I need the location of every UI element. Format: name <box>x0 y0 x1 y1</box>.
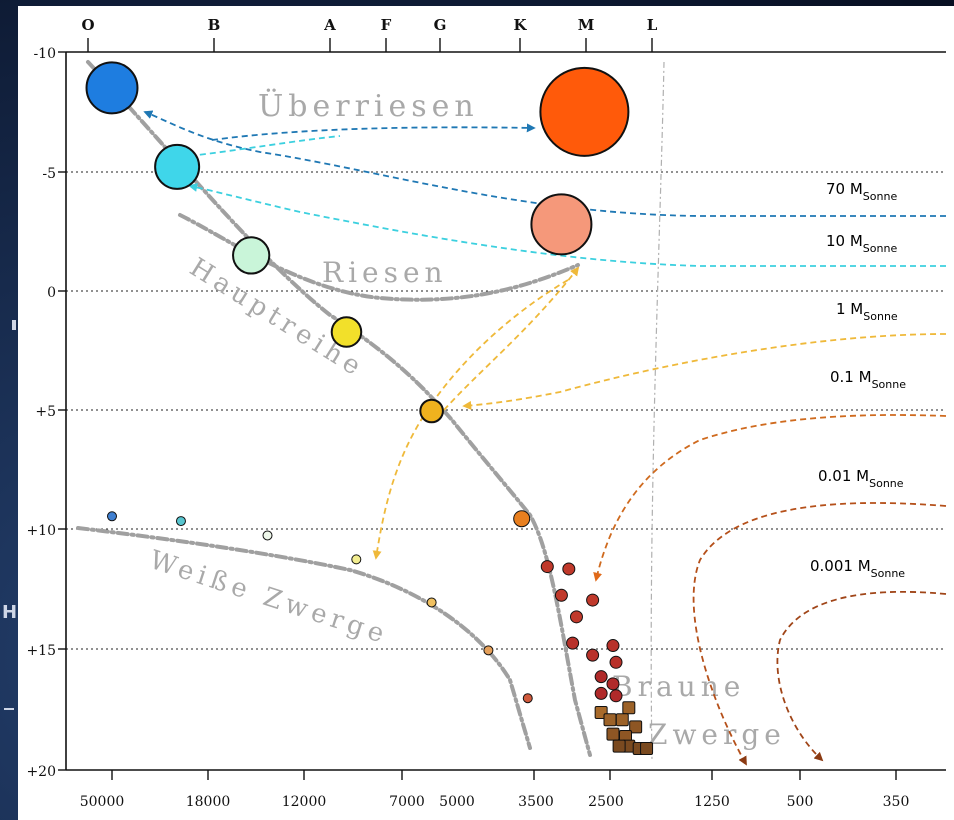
star-point <box>108 512 117 521</box>
region-label-brown-dwarfs-1: Braune <box>612 670 745 703</box>
mass-label-1-sub: Sonne <box>863 310 898 323</box>
x-tick-label: 3500 <box>518 794 554 810</box>
star-point <box>352 555 361 564</box>
star-point <box>613 740 625 752</box>
star-point <box>87 62 138 113</box>
y-tick-label: +15 <box>26 643 56 659</box>
class-label-b: B <box>208 16 221 34</box>
star-point <box>623 702 635 714</box>
y-tick-label: +20 <box>26 764 56 780</box>
mass-label-70-sub: Sonne <box>863 190 898 203</box>
star-point <box>523 694 532 703</box>
class-label-k: K <box>513 16 527 34</box>
star-point <box>332 317 362 347</box>
x-tick-label: 7000 <box>389 794 425 810</box>
star-point <box>176 517 185 526</box>
star-point <box>540 68 628 156</box>
x-tick-label: 18000 <box>186 794 231 810</box>
mass-label-10-sub: Sonne <box>863 242 898 255</box>
star-point <box>263 531 272 540</box>
region-label-supergiants: Überriesen <box>258 88 479 124</box>
star-point <box>595 687 607 699</box>
star-point <box>567 637 579 649</box>
star-point <box>555 589 567 601</box>
star-point <box>531 194 591 254</box>
x-tick-label: 5000 <box>439 794 475 810</box>
mass-label-0-1-sub: Sonne <box>872 378 907 391</box>
background-letter: H <box>2 602 17 623</box>
mass-label-0-01-sub: Sonne <box>869 477 904 490</box>
mass-label-0-01-value: 0.01 M <box>818 467 869 485</box>
star-point <box>514 511 530 527</box>
star-point <box>427 598 436 607</box>
star-point <box>587 594 599 606</box>
star-point <box>607 728 619 740</box>
y-tick-label: -10 <box>33 46 56 62</box>
x-tick-label: 500 <box>787 794 814 810</box>
star-point <box>610 690 622 702</box>
class-label-o: O <box>81 16 94 34</box>
star-point <box>155 145 199 189</box>
class-label-m: M <box>578 16 595 34</box>
star-point <box>587 649 599 661</box>
region-label-giants: Riesen <box>322 256 448 289</box>
y-tick-label: +10 <box>26 523 56 539</box>
background-mark <box>12 320 16 330</box>
class-label-l: L <box>647 16 658 34</box>
region-label-brown-dwarfs-2: Zwerge <box>648 718 786 751</box>
y-tick-label: -5 <box>42 166 56 182</box>
star-point <box>563 563 575 575</box>
mass-label-70-value: 70 M <box>826 180 863 198</box>
star-point <box>595 671 607 683</box>
y-tick-label: 0 <box>47 285 56 301</box>
x-tick-label: 1250 <box>694 794 730 810</box>
background-dash <box>4 708 14 710</box>
x-tick-label: 12000 <box>282 794 327 810</box>
class-label-a: A <box>323 16 336 34</box>
mass-label-10-value: 10 M <box>826 232 863 250</box>
star-point <box>420 400 443 423</box>
star-point <box>641 742 653 754</box>
star-point <box>607 678 619 690</box>
class-label-g: G <box>434 16 447 34</box>
y-tick-label: +5 <box>35 404 56 420</box>
star-point <box>610 656 622 668</box>
star-point <box>233 237 269 273</box>
star-point <box>604 714 616 726</box>
mass-label-0-1-value: 0.1 M <box>830 368 872 386</box>
class-label-f: F <box>381 16 392 34</box>
star-point <box>607 640 619 652</box>
x-tick-label: 50000 <box>80 794 125 810</box>
x-tick-label: 2500 <box>588 794 624 810</box>
mass-label-0-001-value: 0.001 M <box>810 557 871 575</box>
star-point <box>484 646 493 655</box>
mass-label-1-value: 1 M <box>836 300 863 318</box>
mass-label-0-001-sub: Sonne <box>871 567 906 580</box>
star-point <box>570 611 582 623</box>
star-point <box>616 714 628 726</box>
x-tick-label: 350 <box>883 794 910 810</box>
star-point <box>541 561 553 573</box>
